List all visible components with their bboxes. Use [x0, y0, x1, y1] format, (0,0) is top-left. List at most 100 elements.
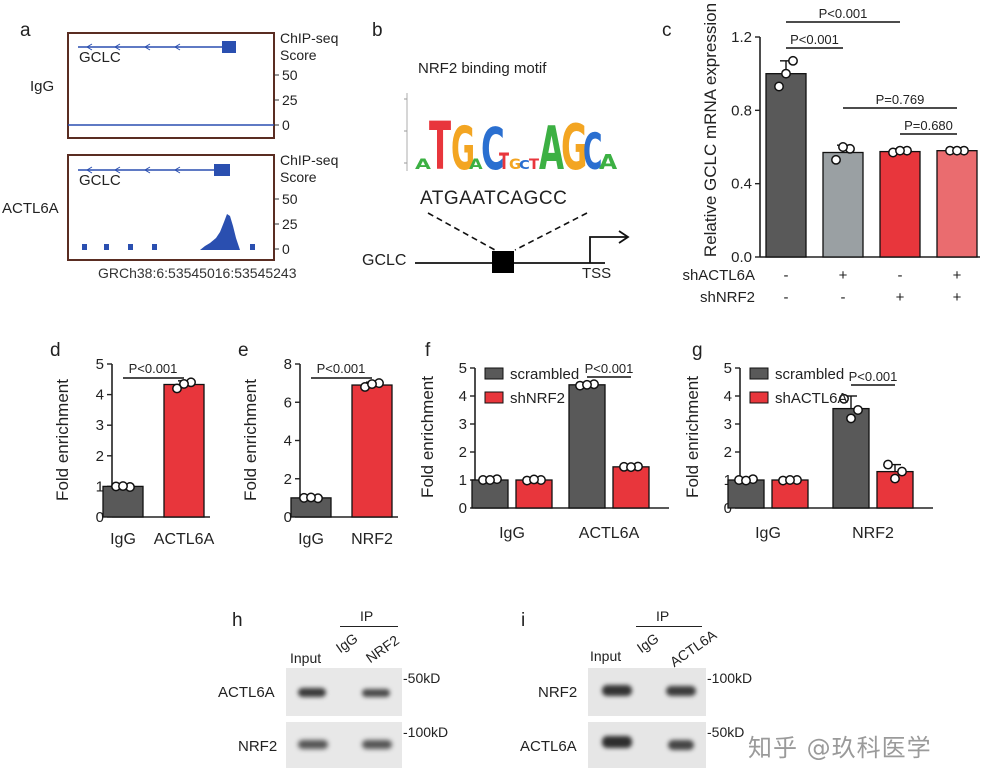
motif-sequence: ATGAATCAGCC — [420, 188, 568, 209]
y-tick-label: 0 — [284, 509, 292, 526]
y-axis-title: Relative GCLC mRNA expression — [701, 3, 720, 257]
data-point — [179, 378, 189, 389]
data-point — [838, 142, 848, 152]
condition-value: + — [953, 289, 962, 306]
tick-25: 25 — [282, 92, 298, 108]
blot-h-nrf2 — [286, 722, 402, 768]
y-tick-label: 4 — [96, 387, 104, 404]
track-frame-igg — [67, 32, 275, 139]
panel-label-i: i — [521, 610, 526, 631]
data-point — [529, 474, 539, 485]
condition-value: - — [784, 267, 789, 284]
blot-i-nrf2 — [588, 668, 706, 716]
bar — [471, 479, 509, 509]
ip-line-h — [340, 626, 398, 627]
signal-blip — [152, 244, 157, 250]
lane-nrf2-h: NRF2 — [362, 631, 402, 666]
chip-peak — [200, 214, 240, 250]
bar — [351, 384, 393, 518]
tick-50b: 50 — [282, 191, 298, 207]
data-point — [785, 475, 795, 485]
y-axis-title: Fold enrichment — [418, 376, 437, 498]
p-value-label: P<0.001 — [317, 361, 366, 376]
ip-line-i — [636, 626, 702, 627]
strand-arrows — [86, 43, 181, 51]
panel-label-d: d — [50, 340, 61, 361]
motif-letter-A: A — [539, 114, 565, 184]
motif-letter-G: G — [509, 157, 521, 173]
bar — [612, 466, 650, 509]
row-label-nrf2-i: NRF2 — [538, 684, 578, 701]
gene-exon — [222, 41, 236, 53]
x-category-label: IgG — [110, 531, 136, 548]
lane-input-i: Input — [590, 648, 622, 664]
motif-letter-G: G — [451, 114, 475, 184]
y-tick-label: 1.2 — [731, 29, 752, 46]
condition-value: + — [953, 267, 962, 284]
gene-label-igg: GCLC — [79, 49, 121, 66]
axis-title-1: ChIP-seq — [280, 30, 339, 46]
x-category-label: IgG — [499, 525, 525, 542]
data-point — [118, 481, 128, 492]
track-frame-actl6a — [67, 154, 275, 261]
y-tick-label: 2 — [96, 448, 104, 465]
condition-value: - — [898, 267, 903, 284]
data-point — [172, 383, 182, 394]
size-100kd-h: -100kD — [403, 724, 449, 740]
panel-label-c: c — [662, 20, 672, 41]
track-label-igg: IgG — [30, 78, 55, 95]
motif-letter-A: A — [415, 157, 431, 173]
promoter-diagram — [415, 212, 630, 273]
signal-blip — [250, 244, 255, 250]
y-tick-label: 4 — [284, 433, 292, 450]
bar — [163, 383, 205, 518]
data-point — [853, 405, 863, 415]
y-axis-title: Fold enrichment — [241, 379, 260, 501]
axis-title-2: Score — [280, 47, 317, 63]
gene-label-actl6a: GCLC — [79, 172, 121, 189]
gene-exon-2 — [214, 164, 230, 176]
data-point — [788, 55, 798, 66]
size-50kd-h: -50kD — [403, 670, 441, 686]
y-tick-label: 5 — [724, 360, 732, 377]
signal-blip — [128, 244, 133, 250]
condition-label: shACTL6A — [682, 267, 755, 284]
data-point — [883, 459, 893, 470]
size-50kd-i: -50kD — [707, 724, 745, 740]
legend-swatch — [484, 391, 504, 404]
legend-swatch — [749, 367, 769, 380]
y-tick-label: 3 — [459, 416, 467, 433]
y-tick-label: 1 — [459, 472, 467, 489]
data-point — [846, 413, 856, 424]
panel-label-f: f — [425, 340, 431, 361]
genome-coords: GRCh38:6:53545016:53545243 — [98, 265, 297, 281]
legend-label: shACTL6A — [775, 390, 848, 407]
x-category-label: ACTL6A — [579, 525, 640, 542]
y-tick-label: 5 — [96, 356, 104, 373]
lane-actl6a-i: ACTL6A — [666, 626, 720, 670]
data-point — [626, 462, 636, 473]
chart-d: 0 1 2 3 4 5 Fold enrichment IgG ACTL6A P<0.001 — [53, 356, 215, 548]
panel-label-g: g — [692, 340, 703, 361]
data-point — [774, 81, 784, 92]
lane-igg-h: IgG — [332, 629, 361, 656]
legend-swatch — [484, 367, 504, 380]
legend-label: shNRF2 — [510, 390, 565, 407]
dashed-guide-right — [514, 212, 588, 251]
y-tick-label: 2 — [724, 444, 732, 461]
legend-label: scrambled — [510, 366, 579, 383]
y-tick-label: 4 — [724, 388, 732, 405]
data-point — [890, 473, 900, 484]
y-tick-label: 0 — [96, 509, 104, 526]
data-point — [781, 68, 791, 79]
lane-igg-i: IgG — [633, 629, 662, 656]
data-point — [741, 475, 751, 486]
track-label-actl6a: ACTL6A — [2, 200, 59, 217]
motif-letter-A: A — [599, 152, 617, 175]
lane-input-h: Input — [290, 650, 322, 666]
blot-i-actl6a — [588, 722, 706, 768]
size-100kd-i: -100kD — [707, 670, 753, 686]
tick-50: 50 — [282, 67, 298, 83]
y-tick-label: 2 — [459, 444, 467, 461]
